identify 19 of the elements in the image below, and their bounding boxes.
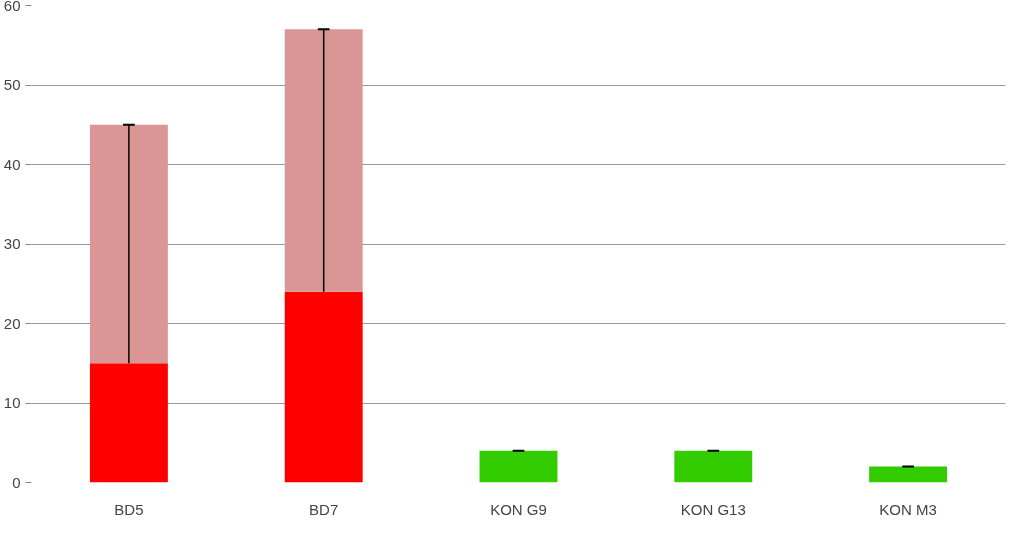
x-tick-label: KON G9 [490,500,547,518]
y-tick-label: 40 [3,155,21,173]
x-tick-label: KON M3 [879,500,937,518]
x-tick-label: BD5 [114,500,144,518]
y-tick-label: 20 [3,314,21,332]
y-tick-label: 60 [3,0,21,14]
bar [869,466,948,483]
bar [284,291,363,483]
bar [89,124,168,364]
bar [674,450,753,483]
y-tick-label: 50 [3,76,21,93]
bar [479,450,558,483]
y-tick-label: 10 [3,394,21,411]
bar [284,29,363,292]
y-tick-label: 0 [12,473,21,491]
x-tick-label: BD7 [309,500,339,518]
y-tick-label: 30 [3,235,21,252]
bar [89,363,168,483]
x-tick-label: KON G13 [680,500,746,518]
